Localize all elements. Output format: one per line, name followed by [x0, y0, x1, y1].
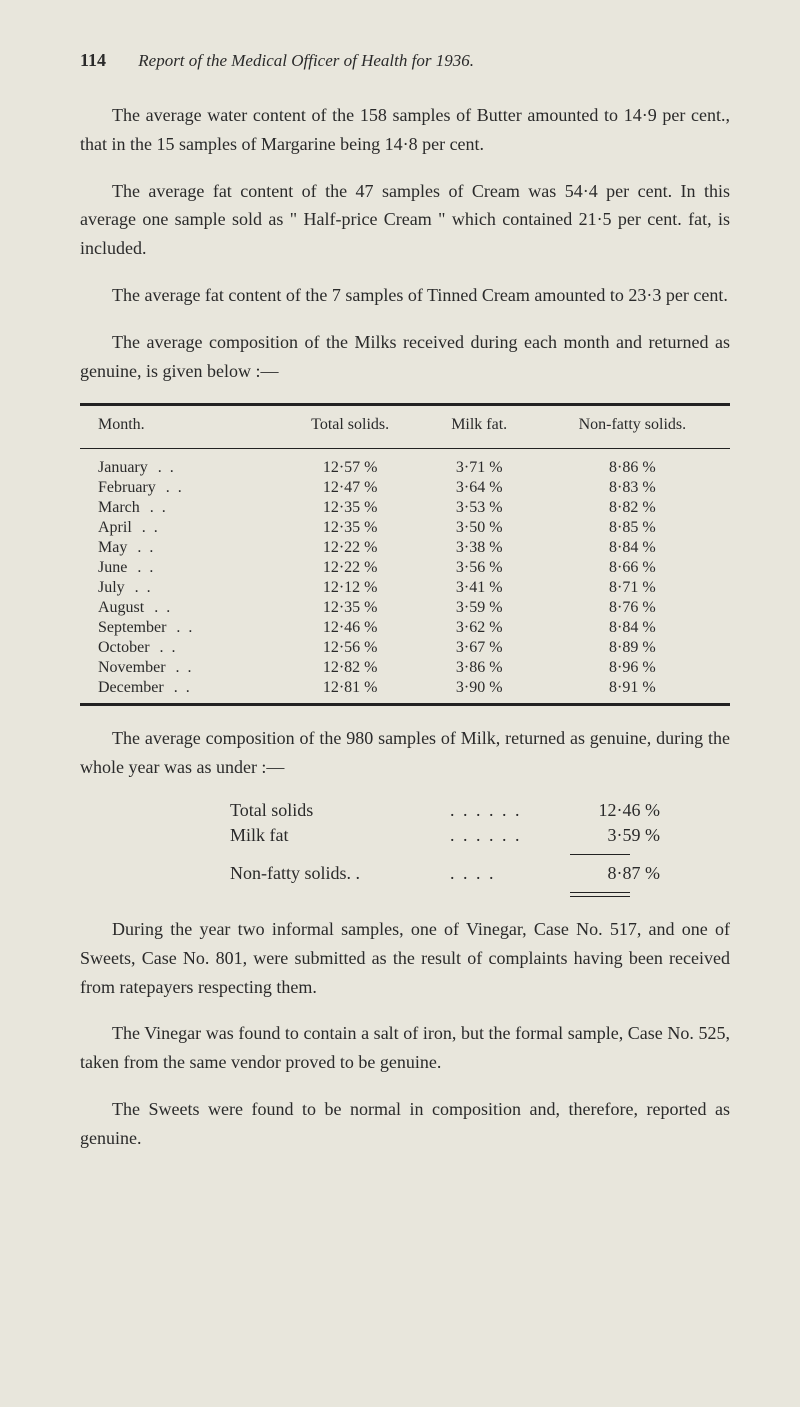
paragraph-2: The average fat content of the 47 sample…	[80, 177, 730, 263]
header-title: Report of the Medical Officer of Health …	[138, 51, 474, 70]
col-month: Month.	[80, 405, 277, 449]
cell-value: 12·47 %	[277, 478, 424, 498]
cell-value: 12·12 %	[277, 578, 424, 598]
summary-label: Milk fat	[230, 825, 450, 846]
table-row: February. .12·47 %3·64 %8·83 %	[80, 478, 730, 498]
cell-month: July. .	[80, 578, 277, 598]
summary-block: Total solids . . . . . . 12·46 % Milk fa…	[230, 800, 730, 897]
cell-value: 3·71 %	[424, 449, 535, 479]
cell-value: 12·82 %	[277, 658, 424, 678]
summary-row-total-solids: Total solids . . . . . . 12·46 %	[230, 800, 730, 821]
table-row: June. .12·22 %3·56 %8·66 %	[80, 558, 730, 578]
cell-value: 8·76 %	[535, 598, 730, 618]
page-header: 114 Report of the Medical Officer of Hea…	[80, 50, 730, 71]
cell-value: 12·35 %	[277, 518, 424, 538]
cell-month: January. .	[80, 449, 277, 479]
cell-month: October. .	[80, 638, 277, 658]
cell-value: 12·81 %	[277, 678, 424, 705]
cell-value: 12·56 %	[277, 638, 424, 658]
cell-value: 3·90 %	[424, 678, 535, 705]
cell-month: May. .	[80, 538, 277, 558]
table-row: July. .12·12 %3·41 %8·71 %	[80, 578, 730, 598]
col-milk-fat: Milk fat.	[424, 405, 535, 449]
table-row: September. .12·46 %3·62 %8·84 %	[80, 618, 730, 638]
col-total-solids: Total solids.	[277, 405, 424, 449]
table-row: May. .12·22 %3·38 %8·84 %	[80, 538, 730, 558]
paragraph-5: The average composition of the 980 sampl…	[80, 724, 730, 782]
cell-value: 8·96 %	[535, 658, 730, 678]
table-row: August. .12·35 %3·59 %8·76 %	[80, 598, 730, 618]
table-row: October. .12·56 %3·67 %8·89 %	[80, 638, 730, 658]
table-row: March. .12·35 %3·53 %8·82 %	[80, 498, 730, 518]
col-non-fatty: Non-fatty solids.	[535, 405, 730, 449]
cell-value: 3·56 %	[424, 558, 535, 578]
summary-row-milk-fat: Milk fat . . . . . . 3·59 %	[230, 825, 730, 846]
cell-value: 3·62 %	[424, 618, 535, 638]
paragraph-7: The Vinegar was found to contain a salt …	[80, 1019, 730, 1077]
summary-dots: . . . . . .	[450, 825, 570, 846]
summary-value: 12·46 %	[570, 800, 660, 821]
paragraph-6: During the year two informal samples, on…	[80, 915, 730, 1001]
cell-value: 3·67 %	[424, 638, 535, 658]
page-number: 114	[80, 50, 106, 70]
cell-value: 8·86 %	[535, 449, 730, 479]
summary-dots: . . . . . .	[450, 800, 570, 821]
paragraph-3: The average fat content of the 7 samples…	[80, 281, 730, 310]
cell-value: 8·83 %	[535, 478, 730, 498]
cell-month: December. .	[80, 678, 277, 705]
summary-label: Total solids	[230, 800, 450, 821]
summary-value: 8·87 %	[570, 863, 660, 884]
cell-value: 3·64 %	[424, 478, 535, 498]
paragraph-1: The average water content of the 158 sam…	[80, 101, 730, 159]
summary-value: 3·59 %	[570, 825, 660, 846]
cell-value: 8·66 %	[535, 558, 730, 578]
cell-value: 12·57 %	[277, 449, 424, 479]
table-header-row: Month. Total solids. Milk fat. Non-fatty…	[80, 405, 730, 449]
summary-label: Non-fatty solids. .	[230, 863, 450, 884]
table-row: December. .12·81 %3·90 %8·91 %	[80, 678, 730, 705]
cell-value: 8·82 %	[535, 498, 730, 518]
cell-value: 3·41 %	[424, 578, 535, 598]
cell-month: September. .	[80, 618, 277, 638]
cell-value: 12·22 %	[277, 538, 424, 558]
cell-value: 8·89 %	[535, 638, 730, 658]
cell-month: April. .	[80, 518, 277, 538]
table-row: January. .12·57 %3·71 %8·86 %	[80, 449, 730, 479]
summary-dots: . . . .	[450, 863, 570, 884]
cell-value: 3·38 %	[424, 538, 535, 558]
cell-value: 12·46 %	[277, 618, 424, 638]
cell-month: February. .	[80, 478, 277, 498]
cell-value: 8·71 %	[535, 578, 730, 598]
cell-value: 12·22 %	[277, 558, 424, 578]
summary-double-rule	[570, 892, 630, 897]
cell-month: August. .	[80, 598, 277, 618]
cell-value: 8·91 %	[535, 678, 730, 705]
paragraph-8: The Sweets were found to be normal in co…	[80, 1095, 730, 1153]
cell-value: 3·59 %	[424, 598, 535, 618]
summary-short-rule	[570, 854, 630, 855]
cell-value: 8·84 %	[535, 618, 730, 638]
cell-value: 8·85 %	[535, 518, 730, 538]
cell-value: 12·35 %	[277, 498, 424, 518]
cell-value: 3·86 %	[424, 658, 535, 678]
cell-month: March. .	[80, 498, 277, 518]
table-row: April. .12·35 %3·50 %8·85 %	[80, 518, 730, 538]
cell-value: 3·53 %	[424, 498, 535, 518]
cell-month: November. .	[80, 658, 277, 678]
cell-month: June. .	[80, 558, 277, 578]
cell-value: 3·50 %	[424, 518, 535, 538]
cell-value: 12·35 %	[277, 598, 424, 618]
cell-value: 8·84 %	[535, 538, 730, 558]
paragraph-4: The average composition of the Milks rec…	[80, 328, 730, 386]
milk-composition-table: Month. Total solids. Milk fat. Non-fatty…	[80, 403, 730, 706]
document-page: 114 Report of the Medical Officer of Hea…	[0, 0, 800, 1231]
summary-row-non-fatty: Non-fatty solids. . . . . . 8·87 %	[230, 863, 730, 884]
table-row: November. .12·82 %3·86 %8·96 %	[80, 658, 730, 678]
